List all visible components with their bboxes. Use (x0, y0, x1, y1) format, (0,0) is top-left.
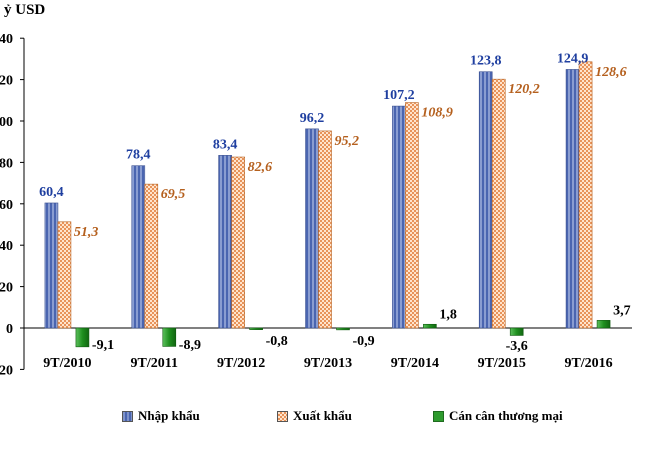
category-label: 9T/2010 (43, 356, 91, 371)
bar-balance (596, 320, 611, 329)
legend-label-balance: Cán cân thương mại (449, 408, 563, 423)
category-label: 9T/2011 (131, 356, 178, 371)
bar-balance (423, 323, 437, 329)
category-label: 9T/2016 (564, 356, 612, 371)
data-label-balance: -3,6 (506, 339, 528, 354)
y-tick-label: 00 (0, 115, 13, 130)
bar-balance (336, 327, 350, 331)
unit-label: ỷ USD (4, 2, 46, 18)
bar-export (231, 156, 245, 329)
data-label-balance: -9,1 (92, 338, 114, 353)
bar-export (491, 78, 506, 329)
bar-import (305, 128, 319, 329)
data-label-import: 124,9 (557, 51, 589, 66)
legend-item-import: Nhập khẩu (122, 408, 200, 424)
legend-item-export: Xuất khẩu (277, 408, 352, 424)
bar-export (144, 183, 159, 329)
data-label-export: 95,2 (335, 134, 360, 149)
category-label: 9T/2014 (391, 356, 439, 371)
y-tick-label: 20 (0, 363, 13, 378)
data-label-import: 78,4 (126, 148, 151, 163)
bar-import (44, 202, 59, 329)
y-tick-label: 80 (0, 156, 13, 171)
y-tick-label: 0 (6, 322, 13, 337)
category-label: 9T/2015 (478, 356, 526, 371)
bar-export (578, 61, 593, 329)
data-label-export: 120,2 (508, 82, 540, 97)
data-label-balance: -8,9 (179, 338, 201, 353)
y-tick-label: 20 (0, 281, 13, 296)
legend-label-export: Xuất khẩu (293, 408, 352, 423)
data-label-import: 60,4 (39, 185, 64, 200)
chart-axes: 20 0 20 40 60 80 00 20 40 (0, 32, 632, 378)
legend-label-import: Nhập khẩu (138, 408, 200, 423)
legend-swatch-balance (433, 410, 444, 422)
y-tick-label: 40 (0, 239, 13, 254)
bar-import (478, 71, 493, 329)
legend-swatch-export (277, 410, 288, 422)
category-label: 9T/2013 (304, 356, 352, 371)
data-label-export: 128,6 (595, 65, 627, 80)
bar-import (392, 105, 406, 329)
bar-export (57, 221, 72, 329)
chart-legend: Nhập khẩu Xuất khẩu Cán cân thương mại (0, 402, 650, 428)
y-tick-label: 60 (0, 198, 13, 213)
legend-swatch-import (122, 410, 133, 422)
bar-export (318, 130, 332, 329)
legend-item-balance: Cán cân thương mại (433, 408, 563, 424)
data-label-export: 69,5 (161, 187, 186, 202)
bar-import (565, 69, 580, 329)
y-tick-label: 40 (0, 32, 13, 47)
data-label-balance: 1,8 (439, 307, 457, 322)
bar-balance (162, 327, 177, 347)
bar-balance (75, 327, 90, 348)
bar-import (131, 165, 146, 329)
data-label-import: 107,2 (383, 88, 415, 103)
data-label-balance: 3,7 (613, 303, 631, 318)
chart-labels: 60,4 51,3 -9,19T/2010 78,4 69,5 -8,99T/2011 83… (39, 51, 630, 371)
data-label-export: 51,3 (74, 225, 99, 240)
data-label-balance: -0,8 (266, 334, 288, 349)
data-label-balance: -0,9 (353, 334, 375, 349)
data-label-import: 123,8 (470, 54, 502, 69)
data-label-import: 83,4 (213, 137, 238, 152)
data-label-export: 108,9 (421, 106, 453, 121)
bar-balance (509, 327, 524, 336)
data-label-import: 96,2 (300, 111, 325, 126)
bar-import (218, 155, 232, 329)
y-tick-label: 20 (0, 74, 13, 89)
bar-balance (249, 327, 263, 330)
bar-chart: 20 0 20 40 60 80 00 20 40 60,4 51,3 -9,19T/2010 78,… (0, 32, 632, 378)
data-label-export: 82,6 (248, 160, 273, 175)
chart-bars (44, 61, 611, 348)
category-label: 9T/2012 (217, 356, 265, 371)
bar-export (405, 102, 419, 329)
